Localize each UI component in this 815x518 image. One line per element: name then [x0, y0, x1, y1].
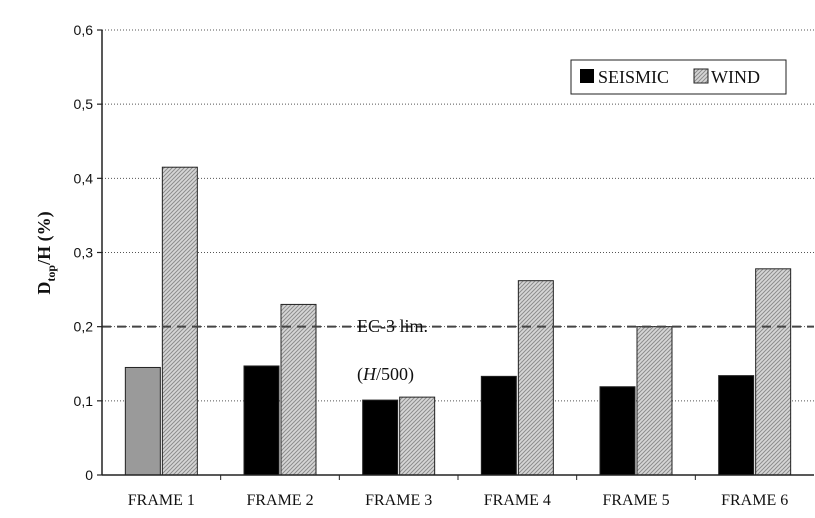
legend-label-seismic: SEISMIC	[598, 67, 669, 87]
x-tick-label: FRAME 5	[602, 492, 669, 509]
y-tick-label: 0,2	[74, 319, 94, 335]
bar-seismic-5	[599, 386, 636, 476]
y-tick-label: 0,6	[74, 22, 94, 38]
x-tick-label: FRAME 3	[365, 492, 432, 509]
bar-seismic-2	[243, 365, 280, 476]
plot-area	[102, 30, 814, 475]
y-tick-label: 0,4	[74, 170, 94, 186]
legend-box	[570, 59, 787, 95]
y-axis-label-rest: /H (%)	[34, 211, 55, 266]
y-tick-label: 0	[85, 467, 93, 483]
x-tick-label: FRAME 6	[721, 492, 788, 509]
bar-seismic-3	[362, 399, 399, 476]
bar-seismic-4	[480, 375, 517, 476]
annotation-line1: EC-3 lim.	[357, 316, 428, 336]
y-axis-label-sub: top	[44, 265, 58, 282]
bar-wind-4	[517, 280, 554, 476]
x-ticks: FRAME 1 FRAME 2 FRAME 3 FRAME 4 FRAME 5 FRAME…	[128, 475, 788, 509]
legend-label-wind: WIND	[711, 67, 760, 87]
bar-seismic-1	[124, 366, 161, 476]
bar-wind-3	[399, 396, 436, 476]
bars	[124, 166, 792, 476]
y-tick-label: 0,1	[74, 393, 94, 409]
y-axis-label-main: D	[34, 282, 54, 295]
y-axis-label: Dtop/H (%)	[34, 211, 58, 294]
bar-seismic-6	[718, 375, 755, 476]
x-tick-label: FRAME 4	[484, 492, 551, 509]
legend-swatch-seismic	[580, 69, 594, 83]
y-tick-label: 0,3	[74, 245, 94, 261]
annotation-line2: (H/500)	[357, 364, 414, 385]
x-tick-label: FRAME 2	[246, 492, 313, 509]
y-ticks: 0 0,1 0,2 0,3 0,4 0,5 0,6	[74, 22, 102, 483]
bar-wind-2	[280, 303, 317, 476]
legend: SEISMIC WIND	[570, 59, 787, 95]
y-tick-label: 0,5	[74, 96, 94, 112]
bar-wind-5	[636, 326, 673, 476]
legend-swatch-wind	[693, 68, 709, 84]
x-tick-label: FRAME 1	[128, 492, 195, 509]
bar-wind-1	[161, 166, 198, 476]
bar-wind-6	[755, 268, 792, 476]
